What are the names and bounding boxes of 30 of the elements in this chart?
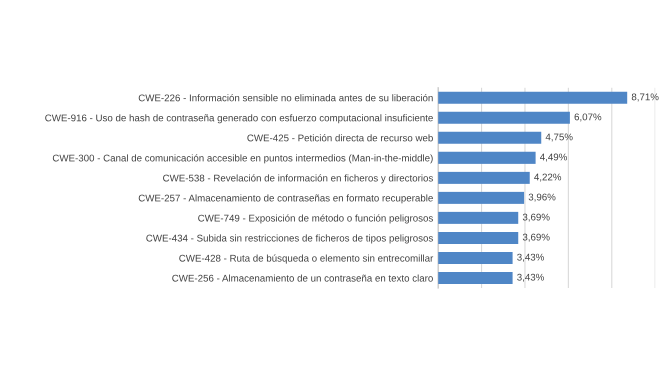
y-tick-label: CWE-916 - Uso de hash de contraseña generado con esfuerzo computacional insuficiente: [45, 114, 433, 124]
data-label: 3,69%: [522, 234, 550, 242]
y-tick-label: CWE-428 - Ruta de búsqueda o elemento sin entrecomillar: [179, 254, 434, 264]
y-tick-label: CWE-538 - Revelación de información en ficheros y directorios: [163, 174, 433, 184]
bar: [438, 152, 536, 164]
data-label: 4,22%: [534, 174, 562, 182]
data-label: 4,49%: [540, 154, 567, 162]
y-tick-label: CWE-300 - Canal de comunicación accesible en puntos intermedios (Man-in-the-middle): [52, 154, 433, 164]
y-tick-label: CWE-425 - Petición directa de recurso web: [247, 134, 433, 142]
data-label: 3,43%: [517, 274, 544, 282]
bar: [438, 172, 530, 184]
data-label: 3,96%: [528, 194, 556, 202]
bar: [438, 132, 542, 144]
bar: [438, 232, 518, 244]
bar: [438, 252, 513, 264]
y-tick-label: CWE-749 - Exposición de método o función peligrosos: [198, 214, 433, 224]
data-label: 3,43%: [517, 254, 544, 262]
bar: [438, 112, 570, 124]
data-label: 4,75%: [546, 134, 573, 142]
data-label: 8,71%: [632, 93, 659, 102]
y-tick-label: CWE-256 - Almacenamiento de un contraseña en texto claro: [172, 274, 433, 282]
bar: [438, 92, 628, 104]
bar: [438, 192, 524, 204]
bar: [438, 212, 518, 224]
bar: [438, 272, 513, 284]
y-tick-label: CWE-434 - Subida sin restricciones de ficheros de tipos peligrosos: [146, 234, 433, 244]
y-tick-label: CWE-257 - Almacenamiento de contraseñas en formato recuperable: [138, 194, 433, 204]
data-label: 6,07%: [574, 113, 602, 122]
y-tick-label: CWE-226 - Información sensible no eliminada antes de su liberación: [138, 94, 433, 102]
data-label: 3,69%: [522, 214, 550, 222]
